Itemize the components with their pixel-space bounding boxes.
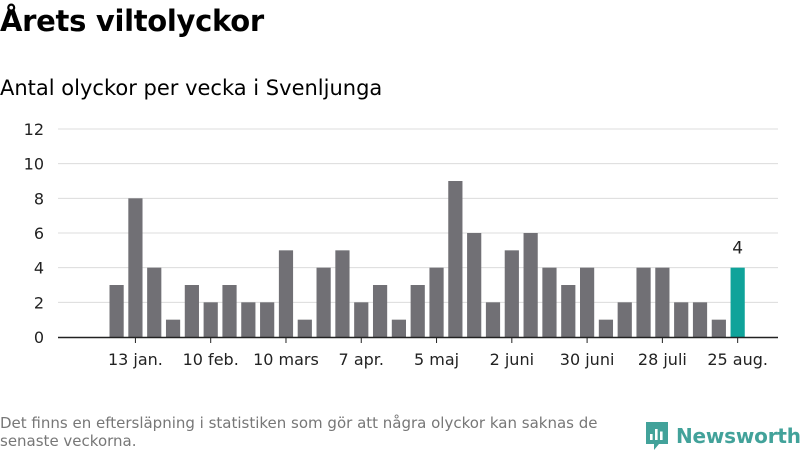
bar [222,285,237,337]
bar [467,233,482,337]
bar [655,267,670,337]
bar [391,319,406,337]
bar [335,250,350,337]
bar [165,319,181,337]
x-tick-label: 25 aug. [707,350,768,369]
bar [184,285,199,337]
x-tick-label: 7 apr. [339,350,384,369]
y-tick-label: 8 [34,189,44,208]
bar [241,302,256,337]
x-tick-label: 10 feb. [183,350,239,369]
bar [429,267,444,337]
bar [372,285,388,337]
chart-subtitle: Antal olyckor per vecka i Svenljunga [0,76,383,100]
bar [598,319,614,337]
brand-logo: Newsworthy [645,421,800,451]
bar [523,233,538,337]
bar [109,285,124,337]
x-tick-label: 5 maj [414,350,459,369]
data-label: 4 [732,239,743,259]
bar-chart: 0 2 4 6 8 10 12 4 13 jan. 10 feb. 10 mars 7 apr. 5 m… [24,120,778,369]
y-tick-label: 6 [34,224,44,243]
chart-title: Årets viltolyckor [0,4,264,38]
newsworthy-logo-icon [646,422,668,450]
x-tick-label: 28 juli [638,350,687,369]
y-tick-label: 0 [34,328,44,347]
bar-highlight [730,267,745,337]
y-tick-label: 2 [34,293,44,312]
y-tick-label: 10 [24,155,44,174]
bar [147,267,162,337]
footnote: Det finns en eftersläpning i statistiken… [0,414,598,450]
x-tick-label: 10 mars [253,350,319,369]
bar [203,302,218,337]
y-tick-label: 12 [24,120,44,139]
bar [674,302,689,337]
bar [504,250,519,337]
bar [297,319,312,337]
bar [711,319,726,337]
bar [636,267,651,337]
bar [561,285,576,337]
brand-name: Newsworthy [676,424,800,448]
bar [580,267,595,337]
x-tick-label: 30 juni [560,350,615,369]
bar [692,302,708,337]
bar [410,285,425,337]
bar [485,302,501,337]
bar [617,302,632,337]
bar [542,267,557,337]
bar [354,302,369,337]
bar [128,198,143,337]
x-tick-label: 2 juni [490,350,534,369]
y-tick-label: 4 [34,259,44,278]
bar [278,250,294,337]
x-tick-label: 13 jan. [108,350,163,369]
bar [260,302,275,337]
bar [316,267,331,337]
bar [448,181,463,337]
